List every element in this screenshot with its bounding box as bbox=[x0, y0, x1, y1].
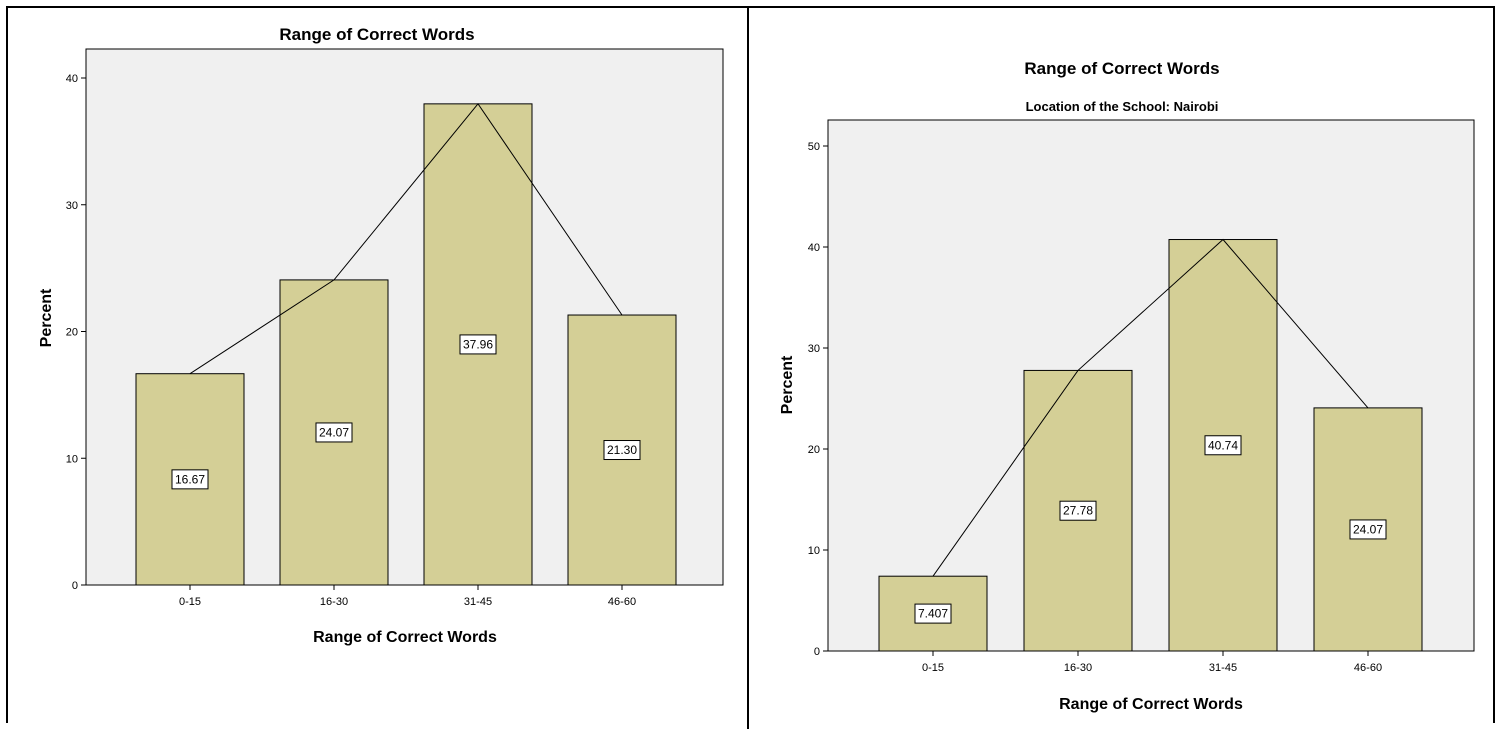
left-data-label-box bbox=[315, 422, 353, 443]
left-chart-y-axis-label: Percent bbox=[38, 288, 55, 347]
right-x-tick-label: 16-30 bbox=[1064, 662, 1092, 674]
right-trend-line bbox=[932, 238, 1369, 577]
right-chart-title: Range of Correct Words bbox=[1024, 59, 1219, 78]
left-chart-x-axis-label: Range of Correct Words bbox=[313, 629, 497, 646]
left-y-tick-label: 20 bbox=[66, 327, 78, 339]
right-x-tick-label: 31-45 bbox=[1209, 662, 1237, 674]
right-y-tick-label: 20 bbox=[808, 444, 820, 456]
left-x-tick-label: 16-30 bbox=[320, 596, 348, 608]
right-y-tick-label: 10 bbox=[808, 545, 820, 557]
panel-divider bbox=[747, 6, 749, 729]
left-y-tick-label: 40 bbox=[66, 73, 78, 85]
left-data-label-box bbox=[171, 469, 209, 490]
right-data-label: 24.07 bbox=[1353, 522, 1383, 536]
right-x-tick-label: 0-15 bbox=[922, 662, 944, 674]
right-data-label: 40.74 bbox=[1208, 438, 1238, 452]
left-data-label: 16.67 bbox=[175, 472, 205, 486]
left-x-tick-label: 31-45 bbox=[464, 596, 492, 608]
left-x-tick-label: 0-15 bbox=[179, 596, 201, 608]
left-trend-line bbox=[189, 103, 623, 375]
right-y-tick-label: 50 bbox=[808, 141, 820, 153]
right-data-label-box bbox=[914, 603, 952, 624]
left-y-tick-label: 30 bbox=[66, 200, 78, 212]
left-data-label: 21.30 bbox=[607, 443, 637, 457]
right-data-label: 27.78 bbox=[1063, 504, 1093, 518]
right-data-label-box bbox=[1349, 519, 1387, 540]
left-data-label: 24.07 bbox=[319, 425, 349, 439]
right-data-label-box bbox=[1059, 500, 1097, 521]
right-y-tick-label: 0 bbox=[814, 646, 820, 658]
left-data-label-box bbox=[603, 440, 641, 461]
right-chart-y-axis-label: Percent bbox=[779, 355, 796, 414]
right-y-tick-label: 30 bbox=[808, 343, 820, 355]
left-y-tick-label: 10 bbox=[66, 453, 78, 465]
left-data-label: 37.96 bbox=[463, 337, 493, 351]
left-y-tick-label: 0 bbox=[72, 580, 78, 592]
right-chart-subtitle: Location of the School: Nairobi bbox=[1026, 99, 1219, 114]
right-data-label-box bbox=[1204, 435, 1242, 456]
left-data-label-box bbox=[459, 334, 497, 355]
left-chart-marks: 0 10 20 30 40 0-15 16-30 31-45 46-60 16.67 24.07 37… bbox=[66, 48, 724, 608]
right-y-tick-label: 40 bbox=[808, 242, 820, 254]
left-chart-title: Range of Correct Words bbox=[279, 25, 474, 44]
right-x-tick-label: 46-60 bbox=[1354, 662, 1382, 674]
right-chart-marks: 0 10 20 30 40 50 0-15 16-30 31-45 46-60 7.407 27.78… bbox=[808, 119, 1475, 674]
left-x-tick-label: 46-60 bbox=[608, 596, 636, 608]
right-chart-x-axis-label: Range of Correct Words bbox=[1059, 696, 1243, 713]
right-data-label: 7.407 bbox=[918, 607, 948, 621]
